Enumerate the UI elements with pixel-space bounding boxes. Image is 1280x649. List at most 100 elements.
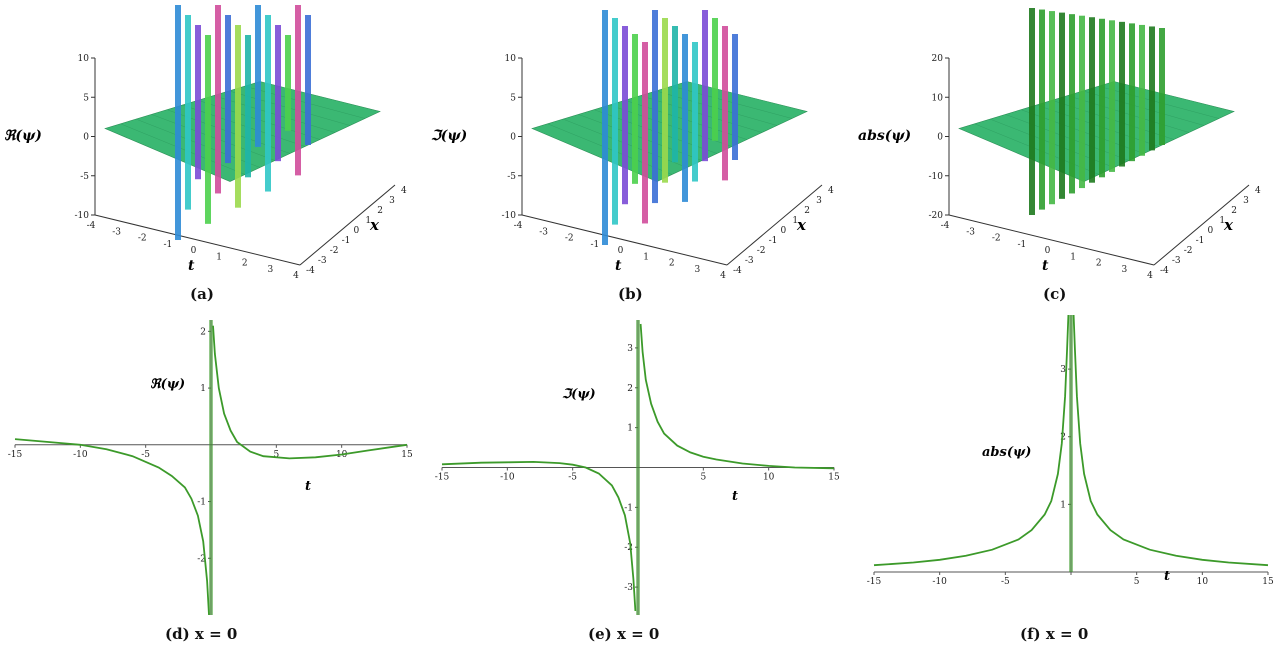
x-tick-label: -2	[330, 246, 339, 256]
surface-spike	[245, 35, 251, 178]
t-axis	[94, 214, 301, 266]
x-tick-label: 3	[1243, 196, 1249, 206]
t-tick-label: 0	[1045, 246, 1051, 256]
surface-grid-line	[1036, 104, 1160, 147]
surface-spike	[1039, 9, 1045, 210]
t-tick-label: 1	[1070, 252, 1076, 262]
caption-c: (c)	[1043, 285, 1067, 303]
z-tick-label: 10	[505, 54, 517, 64]
x-tick-label: -1	[1196, 236, 1205, 246]
x-tick-label: 4	[401, 186, 407, 196]
t-tick-label: -1	[590, 240, 599, 250]
t-tick-label: -4	[87, 221, 96, 231]
t-tick-label: 0	[191, 246, 197, 256]
surface-spike	[1049, 11, 1055, 205]
series-line-left	[873, 314, 1070, 567]
surface-spike	[235, 25, 241, 208]
surface-spike	[632, 34, 638, 184]
surface-spike	[722, 26, 728, 181]
surface-spike	[195, 25, 201, 180]
surface-spike	[215, 5, 221, 194]
x-tick-label: -5	[141, 450, 150, 460]
surface-spike	[1149, 26, 1155, 151]
x-tick-label: 0	[781, 226, 787, 236]
surface-grid-line	[671, 86, 793, 119]
surface-grid-line	[609, 104, 733, 147]
z-axis-label: ℜ(ψ)	[4, 128, 42, 144]
surface-spike	[1159, 28, 1165, 145]
x-tick-label: -4	[1160, 266, 1169, 276]
surface-spike	[175, 5, 181, 240]
surface-grid-line	[120, 123, 246, 175]
z-tick-label: -10	[75, 211, 90, 221]
surface-grid-line	[1005, 114, 1130, 161]
y-tick-label: 1	[200, 384, 206, 394]
x-tick-label: -3	[745, 256, 754, 266]
y-tick-label: 1	[627, 424, 633, 434]
series-line-left	[14, 438, 210, 616]
x-axis-label: x	[369, 216, 380, 234]
surface-spike	[682, 34, 688, 202]
t-tick-label: -1	[163, 240, 172, 250]
surface-spike	[255, 5, 261, 147]
z-tick-label: 5	[510, 93, 516, 103]
x-axis	[1153, 184, 1250, 266]
t-axis-label: t	[188, 258, 195, 274]
y-tick-label: 3	[1060, 365, 1066, 375]
x-axis-label: t	[732, 489, 738, 504]
z-tick-label: -5	[80, 172, 89, 182]
x-tick-label: 3	[389, 196, 395, 206]
x-axis-label: t	[305, 479, 311, 494]
surface-spike	[185, 15, 191, 210]
y-tick-label: -2	[624, 543, 633, 553]
series-line-left	[441, 460, 637, 612]
x-axis-label: x	[796, 216, 807, 234]
surface-spike	[305, 15, 311, 145]
surface-grid-line	[640, 95, 763, 133]
surface-spike	[612, 18, 618, 225]
t-tick-label: 0	[618, 246, 624, 256]
y-axis-label: abs(ψ)	[982, 445, 1031, 460]
z-tick-label: -5	[507, 172, 516, 182]
x-tick-label: -5	[1001, 577, 1010, 587]
t-tick-label: -2	[138, 234, 147, 244]
x-tick-label: 0	[354, 226, 360, 236]
y-tick-label: -3	[624, 583, 633, 593]
z-tick-label: -20	[929, 211, 944, 221]
line-panel-d: -15 -10 -5 5 10 15 2 1 -1 -2 ℜ(ψ) t	[0, 310, 427, 625]
t-tick-label: -4	[514, 221, 523, 231]
x-tick-label: -10	[932, 577, 947, 587]
caption-a: (a)	[190, 285, 214, 303]
x-tick-label: -15	[8, 450, 23, 460]
z-tick-label: 0	[510, 133, 516, 143]
z-tick-label: 10	[932, 93, 944, 103]
y-axis-label: ℑ(ψ)	[562, 387, 596, 402]
x-tick-label: 10	[763, 473, 775, 483]
x-tick-label: 2	[377, 206, 383, 216]
z-axis-label: ℑ(ψ)	[431, 128, 467, 144]
t-tick-label: 3	[1122, 265, 1128, 275]
t-tick-label: 2	[1096, 259, 1102, 269]
t-tick-label: 2	[669, 259, 675, 269]
x-axis-label: t	[1164, 569, 1170, 584]
surface-spike	[1109, 20, 1115, 172]
series-line-right	[639, 323, 835, 470]
t-tick-label: 2	[242, 259, 248, 269]
t-tick-label: 1	[216, 252, 222, 262]
surface-spike	[642, 42, 648, 224]
surface-spike	[265, 15, 271, 192]
surface-grid-line	[151, 114, 276, 161]
z-tick-label: 20	[932, 54, 944, 64]
y-axis-label: ℜ(ψ)	[150, 377, 185, 392]
t-tick-label: -1	[1017, 240, 1026, 250]
x-tick-label: -3	[318, 256, 327, 266]
x-axis-label: x	[1223, 216, 1234, 234]
surface-plane	[531, 81, 808, 182]
caption-d: (d) x = 0	[165, 625, 238, 643]
x-tick-label: -4	[733, 266, 742, 276]
t-tick-label: 3	[268, 265, 274, 275]
t-axis	[521, 214, 728, 266]
x-tick-label: 3	[816, 196, 822, 206]
x-tick-label: -5	[568, 473, 577, 483]
